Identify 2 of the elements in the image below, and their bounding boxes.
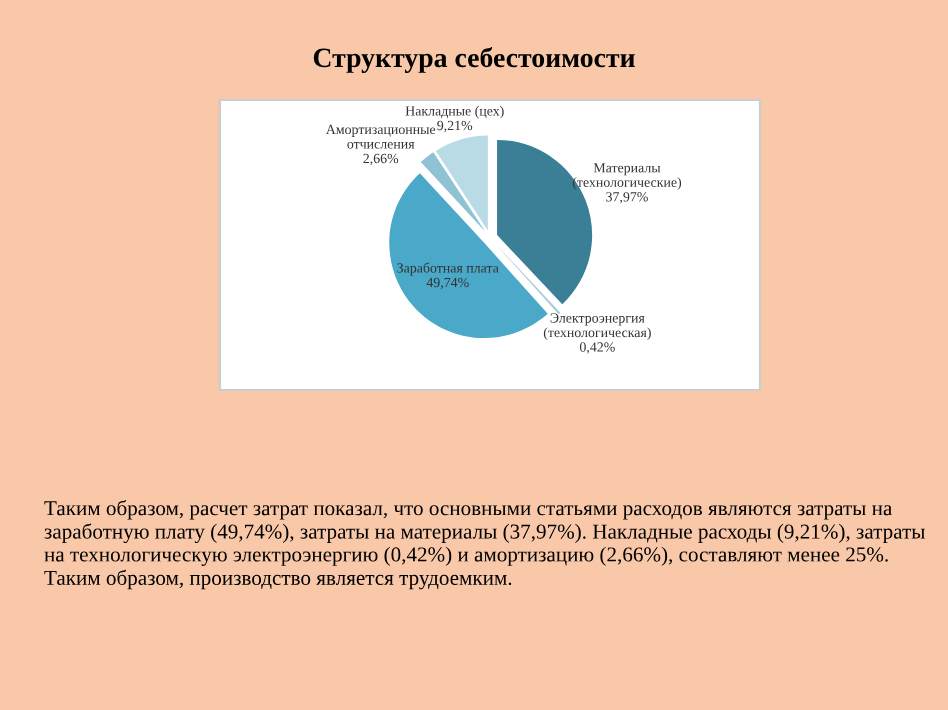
text: Таким образом, расчет затрат показал, что основными статьями расходов являются затраты на заработную плату (49,74%), затраты на материалы (37,97%). Накладные расходы (9,21%), затраты на технологическую электроэнергию (0,42%) и амортизацию (2,66%), составляют менее 25%. Таким образом, производство является трудоемким. [44,500,925,590]
chart-title: Структура себестоимости [313,47,635,73]
